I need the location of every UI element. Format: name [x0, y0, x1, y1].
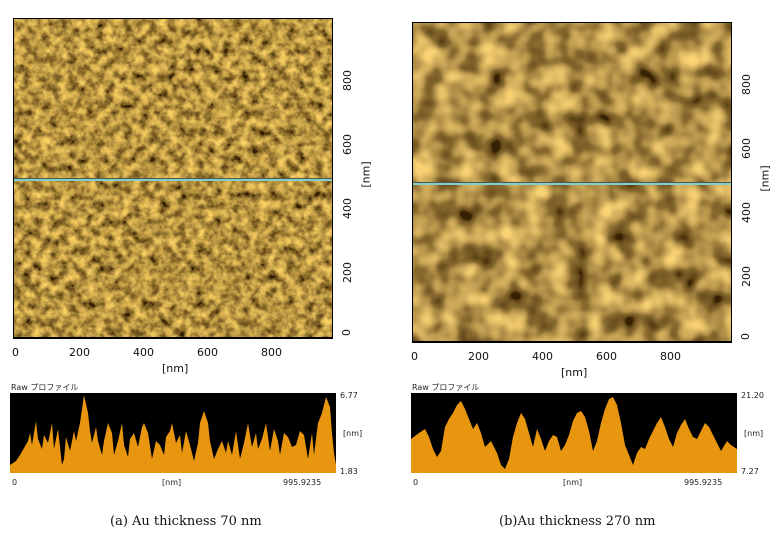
profile-max-b: 21.20	[741, 391, 764, 400]
x-axis-b: 0 200 400 600 800	[411, 342, 732, 372]
x-unit-a: [nm]	[162, 362, 189, 375]
x-tick: 0	[12, 346, 19, 359]
y-tick: 800	[740, 74, 753, 95]
panel-a: 0 200 400 600 800 [nm] 0 200 400 600 800…	[0, 0, 390, 540]
x-tick: 600	[596, 350, 617, 363]
profile-label-b: Raw プロファイル	[412, 383, 480, 392]
profile-unit-b: [nm]	[744, 429, 764, 438]
x-tick: 200	[69, 346, 90, 359]
profile-x-end-a: 995.9235	[283, 478, 322, 487]
y-axis-a: 0 200 400 600 800 [nm]	[333, 18, 373, 338]
y-tick: 0	[739, 333, 752, 340]
caption-a: (a) Au thickness 70 nm	[110, 514, 262, 529]
profile-plot-b	[411, 393, 737, 473]
y-unit-a: [nm]	[359, 161, 373, 188]
x-tick: 400	[532, 350, 553, 363]
x-tick: 0	[411, 350, 418, 363]
caption-b: (b)Au thickness 270 nm	[499, 514, 656, 529]
scan-line-a	[14, 178, 332, 181]
y-tick: 400	[341, 198, 354, 219]
y-tick: 600	[341, 134, 354, 155]
profile-plot-a	[10, 393, 336, 473]
profile-x-unit-b: [nm]	[563, 478, 583, 487]
scan-line-b	[413, 182, 731, 185]
profile-min-b: 7.27	[741, 467, 759, 476]
y-tick: 800	[341, 70, 354, 91]
y-tick: 400	[740, 202, 753, 223]
x-tick: 600	[197, 346, 218, 359]
y-axis-b: 0 200 400 600 800 [nm]	[732, 22, 772, 342]
y-tick: 200	[341, 262, 354, 283]
profile-x-unit-a: [nm]	[162, 478, 182, 487]
profile-max-a: 6.77	[340, 391, 358, 400]
x-tick: 800	[660, 350, 681, 363]
x-tick: 800	[261, 346, 282, 359]
y-tick: 600	[740, 138, 753, 159]
profile-label-a: Raw プロファイル	[11, 383, 79, 392]
profile-x-end-b: 995.9235	[684, 478, 723, 487]
x-tick: 200	[468, 350, 489, 363]
y-unit-b: [nm]	[758, 165, 772, 192]
profile-curve-a	[10, 395, 336, 473]
x-tick: 400	[133, 346, 154, 359]
afm-image-b	[412, 22, 732, 342]
y-tick: 200	[740, 266, 753, 287]
x-axis-a: 0 200 400 600 800	[12, 338, 333, 368]
profile-curve-b	[411, 397, 737, 473]
afm-image-a	[13, 18, 333, 338]
panel-b: 0 200 400 600 800 [nm] 0 200 400 600 800…	[395, 0, 781, 540]
profile-x-start-a: 0	[12, 478, 18, 487]
y-tick: 0	[340, 329, 353, 336]
x-unit-b: [nm]	[561, 366, 588, 379]
profile-unit-a: [nm]	[343, 429, 363, 438]
profile-x-start-b: 0	[413, 478, 419, 487]
profile-min-a: 1.83	[340, 467, 358, 476]
